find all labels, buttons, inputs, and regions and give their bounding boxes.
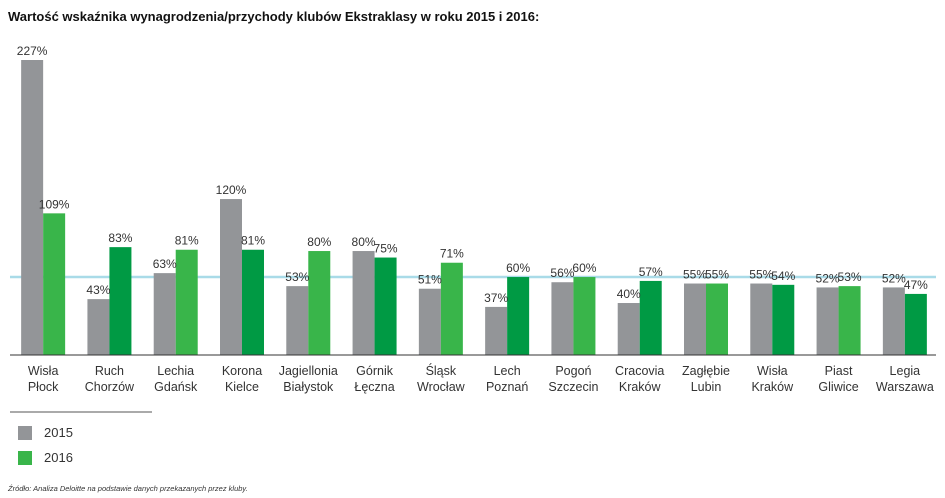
data-label-2016-9: 57%	[639, 265, 663, 279]
data-label-2015-5: 80%	[352, 235, 376, 249]
bar-2015-7	[485, 306, 508, 355]
legend-label-2015: 2015	[44, 425, 73, 440]
category-label-2-line2: Gdańsk	[154, 380, 198, 394]
bar-2016-2	[175, 249, 198, 355]
data-label-2016-13: 47%	[904, 278, 928, 292]
data-label-2015-0: 227%	[17, 44, 48, 58]
category-label-4-line1: Jagiellonia	[279, 364, 338, 378]
data-label-2015-2: 63%	[153, 257, 177, 271]
data-label-2015-4: 53%	[285, 270, 309, 284]
category-label-5-line1: Górnik	[356, 364, 394, 378]
legend-item-2015: 2015	[18, 420, 73, 445]
bar-2016-6	[440, 262, 463, 355]
category-label-7-line1: Lech	[494, 364, 521, 378]
bar-2016-9	[639, 280, 662, 355]
bar-2015-6	[418, 288, 441, 355]
category-label-3-line2: Kielce	[225, 380, 259, 394]
bar-2015-4	[286, 286, 309, 355]
legend-swatch-2016	[18, 450, 32, 465]
bar-2015-12	[816, 287, 839, 355]
category-label-11-line2: Kraków	[751, 380, 794, 394]
bar-2015-11	[750, 283, 773, 355]
bar-2016-8	[573, 277, 596, 355]
category-label-1-line2: Chorzów	[85, 380, 135, 394]
data-label-2015-13: 52%	[882, 271, 906, 285]
data-label-2015-8: 56%	[550, 266, 574, 280]
data-label-2015-10: 55%	[683, 268, 707, 282]
data-label-2016-8: 60%	[572, 261, 596, 275]
bar-2016-5	[374, 257, 397, 355]
category-label-2-line1: Lechia	[157, 364, 194, 378]
category-label-1-line1: Ruch	[95, 364, 124, 378]
data-label-2016-2: 81%	[175, 234, 199, 248]
data-label-2016-5: 75%	[374, 242, 398, 256]
data-label-2016-0: 109%	[39, 197, 70, 211]
bar-2016-11	[772, 284, 795, 355]
legend-label-2016: 2016	[44, 450, 73, 465]
category-label-3-line1: Korona	[222, 364, 262, 378]
category-label-12-line2: Gliwice	[818, 380, 858, 394]
chart-title: Wartość wskaźnika wynagrodzenia/przychod…	[8, 9, 540, 24]
bar-2015-9	[617, 303, 640, 355]
bar-2016-10	[706, 283, 728, 355]
category-label-4-line2: Białystok	[283, 380, 334, 394]
bar-2016-7	[507, 277, 530, 355]
legend-swatch-2015	[18, 425, 32, 440]
category-label-12-line1: Piast	[825, 364, 853, 378]
category-label-9-line2: Kraków	[619, 380, 662, 394]
data-label-2016-10: 55%	[705, 268, 729, 282]
bar-2015-1	[87, 299, 110, 355]
category-label-13-line1: Legia	[890, 364, 921, 378]
bar-2015-0	[21, 60, 44, 355]
category-label-9-line1: Cracovia	[615, 364, 664, 378]
data-label-2015-7: 37%	[484, 291, 508, 305]
bar-2015-3	[220, 199, 242, 355]
category-label-10-line2: Lubin	[691, 380, 722, 394]
category-label-10-line1: Zagłębie	[682, 364, 730, 378]
data-label-2016-4: 80%	[307, 235, 331, 249]
bar-2015-8	[551, 282, 574, 355]
data-label-2015-3: 120%	[216, 183, 247, 197]
data-label-2015-9: 40%	[617, 287, 641, 301]
data-label-2016-3: 81%	[241, 234, 265, 248]
category-label-8-line1: Pogoń	[555, 364, 591, 378]
category-label-0-line1: Wisła	[28, 364, 59, 378]
data-label-2016-1: 83%	[108, 231, 132, 245]
category-label-0-line2: Płock	[28, 380, 59, 394]
data-label-2016-12: 53%	[838, 270, 862, 284]
data-label-2016-6: 71%	[440, 247, 464, 261]
bar-2015-5	[352, 251, 375, 355]
category-label-6-line1: Śląsk	[426, 363, 457, 378]
bar-2016-1	[109, 247, 132, 355]
legend: 2015 2016	[18, 420, 73, 470]
bar-2016-13	[904, 293, 927, 355]
bar-2016-0	[43, 213, 66, 355]
bar-2016-4	[308, 251, 331, 355]
data-label-2015-12: 52%	[816, 271, 840, 285]
bar-2015-10	[684, 283, 706, 355]
category-label-6-line2: Wrocław	[417, 380, 466, 394]
category-label-8-line2: Szczecin	[548, 380, 598, 394]
bar-2015-2	[153, 273, 176, 355]
category-label-11-line1: Wisła	[757, 364, 788, 378]
data-label-2016-7: 60%	[506, 261, 530, 275]
data-label-2015-1: 43%	[86, 283, 110, 297]
data-label-2015-11: 55%	[749, 268, 773, 282]
legend-item-2016: 2016	[18, 445, 73, 470]
bar-2016-3	[242, 249, 264, 355]
data-label-2015-6: 51%	[418, 273, 442, 287]
bar-2015-13	[882, 287, 905, 355]
category-label-13-line2: Warszawa	[876, 380, 934, 394]
source-note: Źródło: Analiza Deloitte na podstawie da…	[8, 484, 248, 493]
data-label-2016-11: 54%	[771, 269, 795, 283]
bar-2016-12	[838, 286, 861, 355]
category-label-7-line2: Poznań	[486, 380, 528, 394]
category-label-5-line2: Łęczna	[354, 380, 394, 394]
